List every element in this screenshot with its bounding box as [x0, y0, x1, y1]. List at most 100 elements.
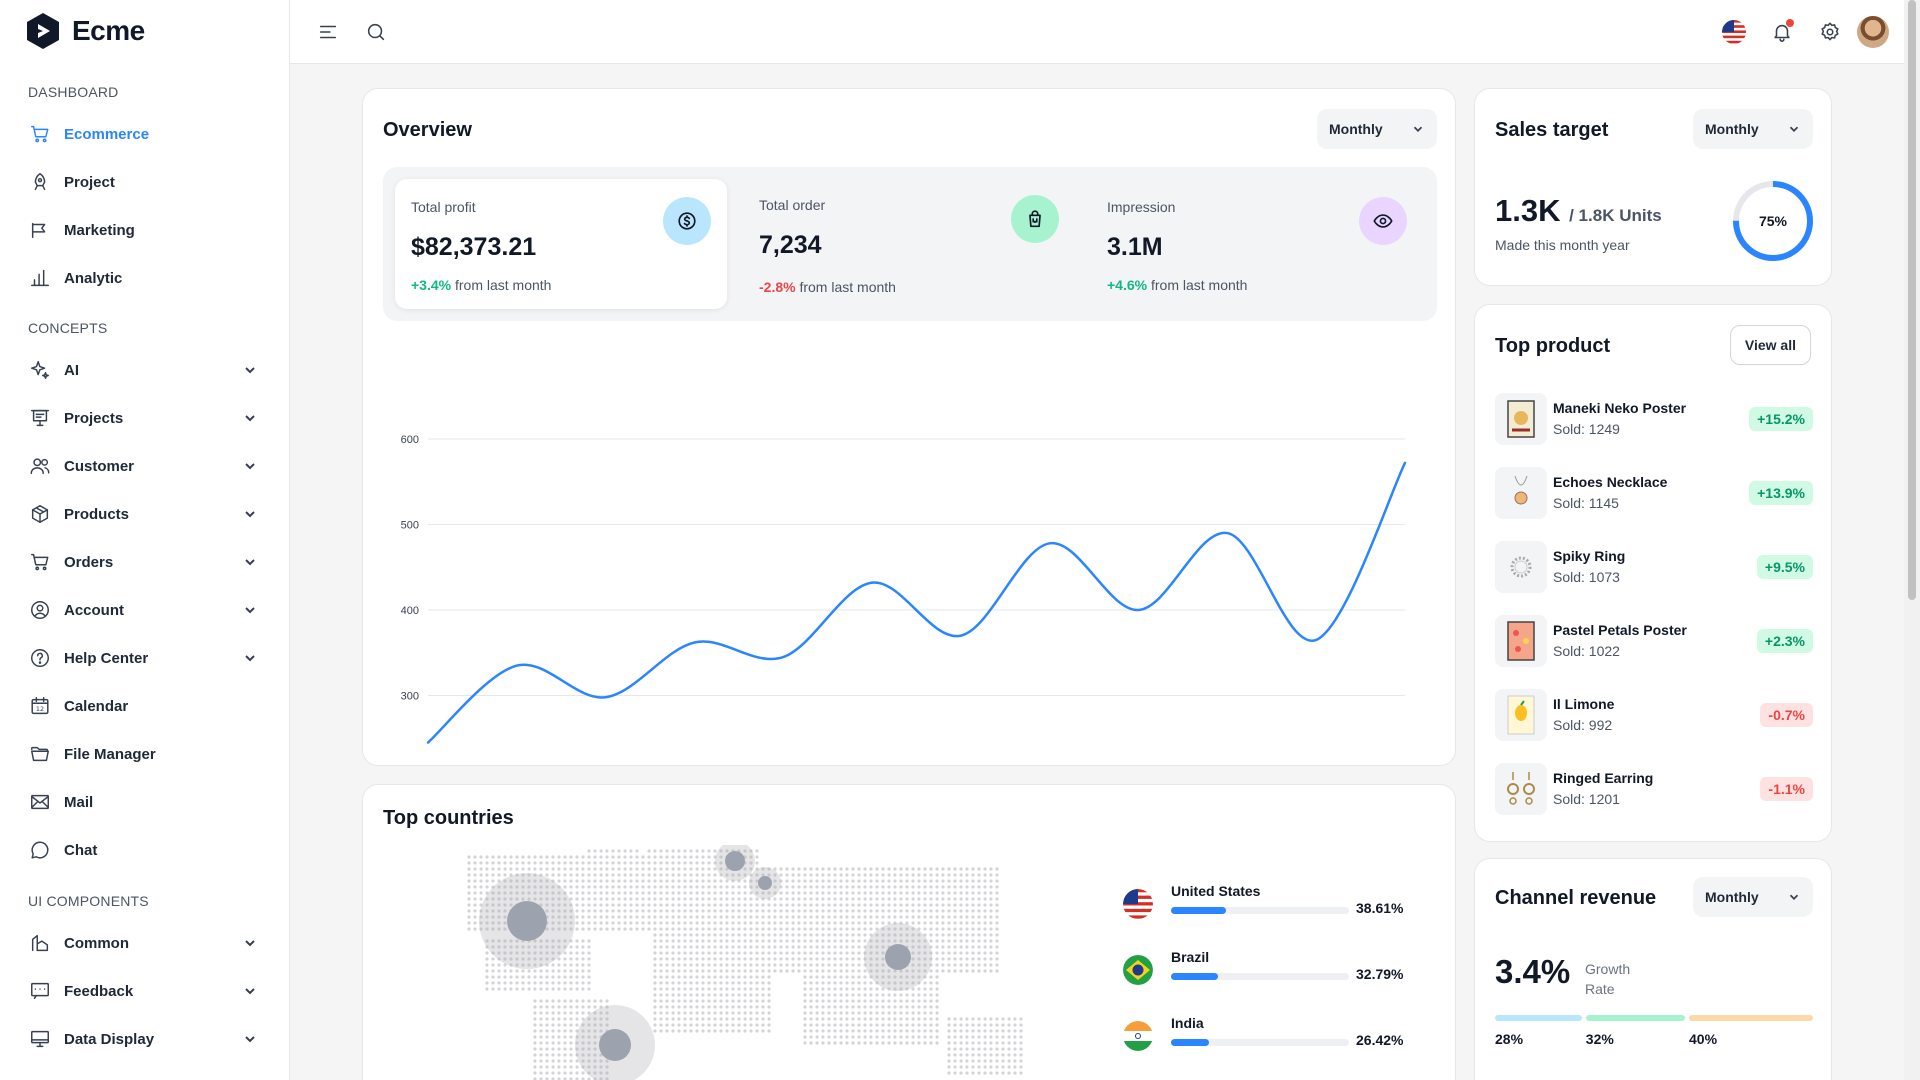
country-row-brazil[interactable]: Brazil 32.79%: [1123, 949, 1423, 989]
nav-file-manager[interactable]: File Manager: [20, 734, 270, 774]
revenue-segment-percent: 32%: [1585, 1031, 1614, 1047]
user-avatar[interactable]: [1857, 16, 1889, 48]
nav-label: Ecommerce: [64, 125, 150, 143]
stat-change-value: -2.8%: [759, 279, 796, 295]
product-row[interactable]: Maneki Neko Poster Sold: 1249 +15.2%: [1495, 393, 1813, 445]
nav-ecommerce[interactable]: Ecommerce: [20, 114, 270, 154]
top-product-title: Top product: [1495, 335, 1611, 357]
series-line: [426, 461, 1407, 744]
product-change-badge: +15.2%: [1749, 407, 1813, 431]
revenue-segment-bar: [1585, 1015, 1685, 1021]
logo-icon: [27, 13, 59, 49]
sales-target-card: Sales target Monthly 1.3K / 1.8K Units M…: [1474, 88, 1832, 286]
cart-icon: [28, 550, 52, 574]
nav-account[interactable]: Account: [20, 590, 270, 630]
chevron-down-icon: [242, 554, 258, 570]
app-name: Ecme: [72, 15, 145, 46]
nav-projects[interactable]: Projects: [20, 398, 270, 438]
growth-label-line2: Rate: [1585, 981, 1615, 997]
eye-icon: [1359, 197, 1407, 245]
country-progress-fill: [1171, 907, 1226, 914]
country-row-india[interactable]: India 26.42%: [1123, 1015, 1423, 1055]
stats-group: Total profit $82,373.21 +3.4% from last …: [383, 167, 1437, 321]
nav-orders[interactable]: Orders: [20, 542, 270, 582]
top-header: [290, 0, 1904, 64]
chevron-down-icon: [242, 935, 258, 951]
growth-rate-label: Growth Rate: [1585, 959, 1645, 999]
stat-total-order[interactable]: Total order 7,234 -2.8% from last month: [743, 179, 1075, 309]
nav-chat[interactable]: Chat: [20, 830, 270, 870]
language-button[interactable]: [1720, 18, 1748, 46]
section-title-dashboard: DASHBOARD: [28, 84, 119, 100]
channel-revenue-card: Channel revenue Monthly 3.4% Growth Rate …: [1474, 858, 1832, 1080]
nav-common[interactable]: Common: [20, 923, 270, 963]
stat-change-suffix: from last month: [454, 277, 552, 293]
country-progress: [1171, 1039, 1349, 1046]
nav-customer[interactable]: Customer: [20, 446, 270, 486]
nav-data-display[interactable]: Data Display: [20, 1019, 270, 1059]
sales-target-period-select[interactable]: Monthly: [1693, 109, 1813, 149]
nav-feedback[interactable]: Feedback: [20, 971, 270, 1011]
product-name: Spiky Ring: [1553, 548, 1626, 564]
y-tick-label: 300: [401, 691, 419, 703]
nav-label: AI: [64, 361, 79, 379]
stat-total-profit[interactable]: Total profit $82,373.21 +3.4% from last …: [395, 179, 727, 309]
bell-icon: [1774, 24, 1790, 42]
product-change-badge: +9.5%: [1756, 555, 1813, 579]
country-row-united-states[interactable]: United States 38.61%: [1123, 883, 1423, 923]
sales-target-progress-ring: 75%: [1733, 181, 1813, 261]
product-sold: Sold: 1073: [1553, 569, 1620, 585]
product-row[interactable]: Echoes Necklace Sold: 1145 +13.9%: [1495, 467, 1813, 519]
overview-period-select[interactable]: Monthly: [1317, 109, 1437, 149]
chevron-down-icon: [242, 458, 258, 474]
product-row[interactable]: Spiky Ring Sold: 1073 +9.5%: [1495, 541, 1813, 593]
chevron-down-icon: [242, 983, 258, 999]
scrollbar-thumb[interactable]: [1908, 0, 1916, 600]
chevron-down-icon: [242, 650, 258, 666]
nav-analytic[interactable]: Analytic: [20, 258, 270, 298]
view-all-button[interactable]: View all: [1729, 325, 1811, 365]
nav-help-center[interactable]: Help Center: [20, 638, 270, 678]
menu-toggle-button[interactable]: [314, 18, 342, 46]
select-value: Monthly: [1705, 121, 1759, 137]
map-marker[interactable]: [599, 1029, 631, 1061]
map-marker[interactable]: [758, 876, 772, 890]
stat-change: +4.6% from last month: [1107, 277, 1247, 293]
product-name: Ringed Earring: [1553, 770, 1654, 786]
nav-marketing[interactable]: Marketing: [20, 210, 270, 250]
stat-value: $82,373.21: [411, 233, 537, 261]
nav-products[interactable]: Products: [20, 494, 270, 534]
nav-mail[interactable]: Mail: [20, 782, 270, 822]
product-row[interactable]: Il Limone Sold: 992 -0.7%: [1495, 689, 1813, 741]
nav-project[interactable]: Project: [20, 162, 270, 202]
app-logo[interactable]: Ecme: [24, 12, 145, 50]
map-marker[interactable]: [885, 944, 911, 970]
overview-card: Overview Monthly Total profit $82,373.21…: [362, 88, 1456, 766]
revenue-segment-bar: [1495, 1015, 1582, 1021]
nav-label: Products: [64, 505, 130, 523]
page-scrollbar[interactable]: [1904, 0, 1920, 1080]
country-progress-fill: [1171, 973, 1218, 980]
top-countries-card: Top countries United States 38.61% Brazi…: [362, 784, 1456, 1080]
nav-calendar[interactable]: 12 Calendar: [20, 686, 270, 726]
country-percent: 38.61%: [1356, 900, 1404, 916]
channel-revenue-period-select[interactable]: Monthly: [1693, 877, 1813, 917]
map-marker[interactable]: [725, 851, 745, 871]
product-row[interactable]: Pastel Petals Poster Sold: 1022 +2.3%: [1495, 615, 1813, 667]
nav-ai[interactable]: AI: [20, 350, 270, 390]
map-marker[interactable]: [507, 901, 547, 941]
world-map[interactable]: [383, 845, 1103, 1080]
chevron-down-icon: [242, 602, 258, 618]
notifications-button[interactable]: [1768, 18, 1796, 46]
box-icon: [28, 502, 52, 526]
nav-label: Customer: [64, 457, 135, 475]
presentation-icon: [28, 406, 52, 430]
product-row[interactable]: Ringed Earring Sold: 1201 -1.1%: [1495, 763, 1813, 815]
search-button[interactable]: [362, 18, 390, 46]
nav-label: Project: [64, 173, 115, 191]
settings-button[interactable]: [1816, 18, 1844, 46]
product-change-badge: -1.1%: [1760, 777, 1813, 801]
stat-impression[interactable]: Impression 3.1M +4.6% from last month: [1091, 179, 1423, 309]
nav-label: File Manager: [64, 745, 156, 763]
nav-label: Data Display: [64, 1030, 155, 1048]
